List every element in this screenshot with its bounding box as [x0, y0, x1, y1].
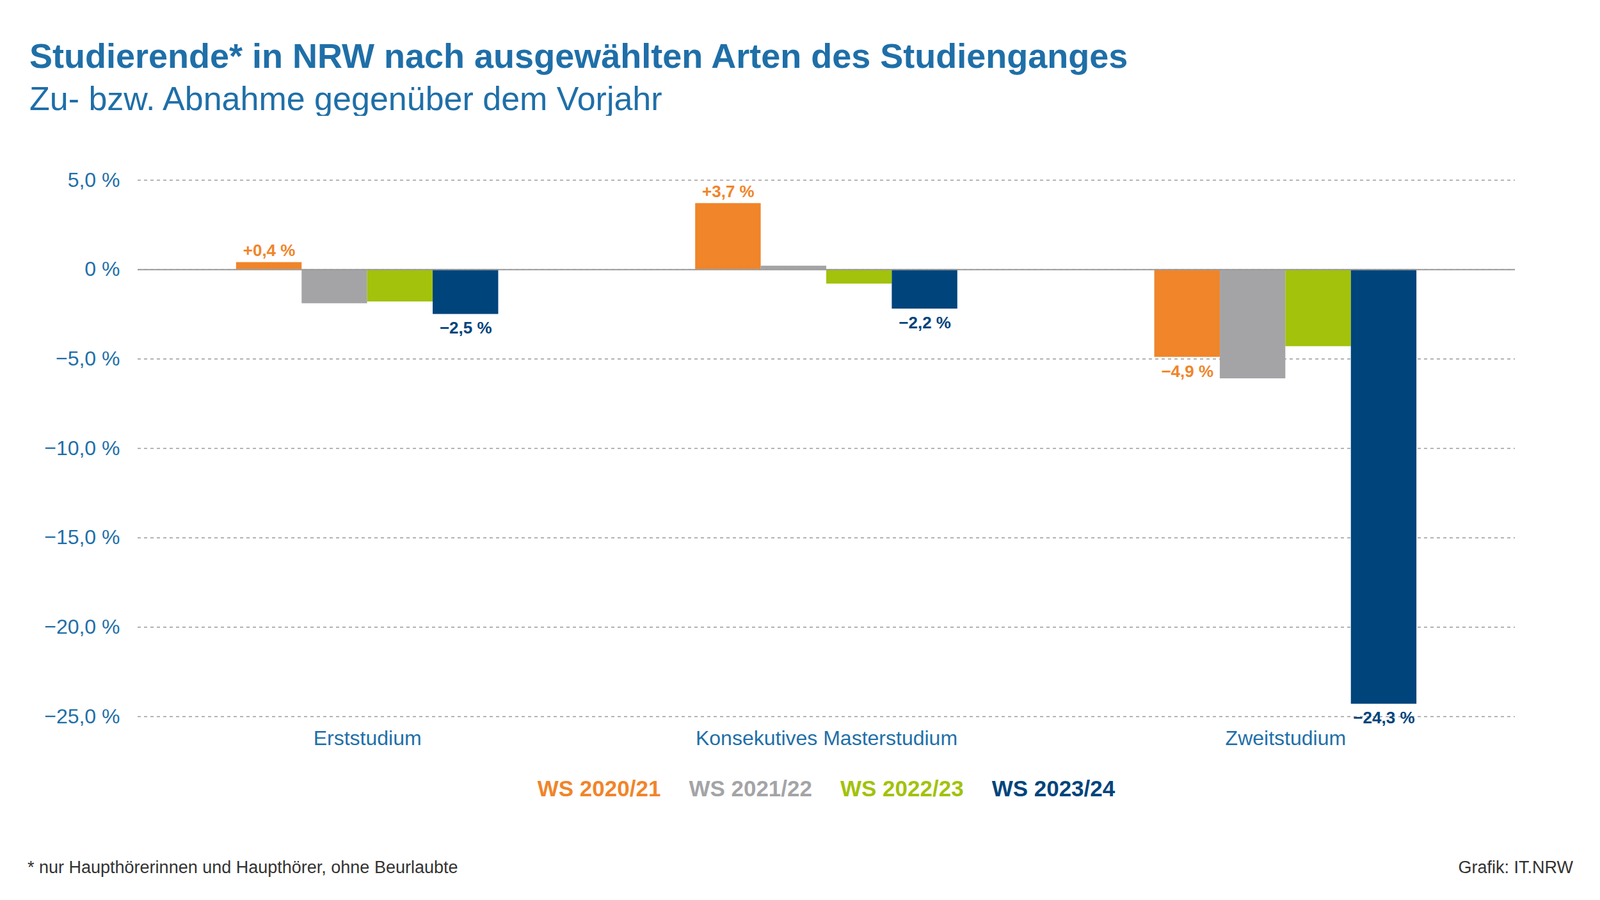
html-text:WS 2020/21: WS 2020/21 [537, 775, 661, 801]
svg-text:Konsekutives Masterstudium: Konsekutives Masterstudium [695, 726, 958, 750]
html-text:Zu- bzw. Abnahme gegenüber dem: Zu- bzw. Abnahme gegenüber dem Vorjahr [29, 80, 663, 118]
svg-text:−5,0 %: −5,0 % [55, 346, 121, 370]
svg-text:+0,4 %: +0,4 % [243, 240, 296, 260]
html-text:WS 2021/22: WS 2021/22 [688, 775, 813, 801]
svg-text:−2,5 %: −2,5 % [439, 318, 493, 338]
html-text:WS 2023/24: WS 2023/24 [991, 775, 1116, 801]
svg-text:−15,0 %: −15,0 % [44, 525, 120, 549]
svg-text:−24,3 %: −24,3 % [1352, 707, 1415, 728]
html-text:* nur Haupthörerinnen und Haup: * nur Haupthörerinnen und Haupthörer, oh… [27, 857, 458, 877]
svg-text:Zweitstudium: Zweitstudium [1225, 726, 1347, 750]
html-text:Studierende* in NRW nach ausge: Studierende* in NRW nach ausgewählten Ar… [29, 36, 1128, 75]
svg-text:5,0 %: 5,0 % [67, 168, 121, 192]
svg-text:−25,0 %: −25,0 % [44, 704, 120, 728]
html-text:Grafik: IT.NRW: Grafik: IT.NRW [1458, 857, 1574, 877]
html-text:WS 2022/23: WS 2022/23 [840, 775, 964, 801]
svg-text:+3,7 %: +3,7 % [702, 181, 755, 201]
svg-text:−4,9 %: −4,9 % [1160, 361, 1214, 381]
svg-text:Erststudium: Erststudium [313, 726, 422, 750]
svg-text:−20,0 %: −20,0 % [44, 615, 120, 639]
svg-text:0 %: 0 % [84, 257, 120, 281]
svg-text:−2,2 %: −2,2 % [898, 312, 952, 333]
svg-text:−10,0 %: −10,0 % [44, 436, 120, 460]
